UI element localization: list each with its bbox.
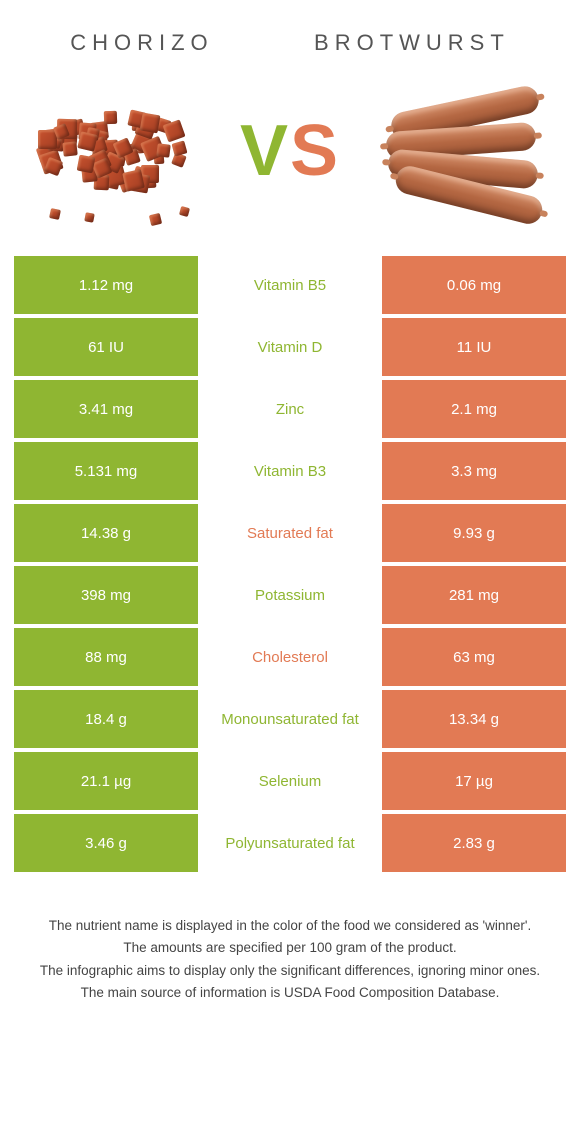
food2-title: BROTWURST bbox=[314, 30, 510, 56]
table-row: 1.12 mgVitamin B50.06 mg bbox=[14, 256, 566, 314]
food2-value: 13.34 g bbox=[382, 690, 566, 748]
nutrient-name: Vitamin B3 bbox=[198, 442, 382, 500]
food2-value: 17 µg bbox=[382, 752, 566, 810]
food1-value: 18.4 g bbox=[14, 690, 198, 748]
food2-value: 9.93 g bbox=[382, 504, 566, 562]
footer-line: The amounts are specified per 100 gram o… bbox=[30, 938, 550, 958]
food2-image bbox=[380, 81, 550, 221]
header: CHORIZO BROTWURST bbox=[0, 0, 580, 66]
food2-value: 3.3 mg bbox=[382, 442, 566, 500]
food1-value: 88 mg bbox=[14, 628, 198, 686]
table-row: 14.38 gSaturated fat9.93 g bbox=[14, 504, 566, 562]
table-row: 398 mgPotassium281 mg bbox=[14, 566, 566, 624]
nutrient-name: Vitamin B5 bbox=[198, 256, 382, 314]
footer-line: The main source of information is USDA F… bbox=[30, 983, 550, 1003]
sausage-illustration bbox=[380, 81, 550, 221]
food1-value: 21.1 µg bbox=[14, 752, 198, 810]
table-row: 21.1 µgSelenium17 µg bbox=[14, 752, 566, 810]
vs-label: VS bbox=[240, 110, 340, 192]
food2-value: 281 mg bbox=[382, 566, 566, 624]
food1-value: 1.12 mg bbox=[14, 256, 198, 314]
food2-value: 63 mg bbox=[382, 628, 566, 686]
table-row: 18.4 gMonounsaturated fat13.34 g bbox=[14, 690, 566, 748]
nutrient-name: Selenium bbox=[198, 752, 382, 810]
food1-value: 61 IU bbox=[14, 318, 198, 376]
food2-value: 0.06 mg bbox=[382, 256, 566, 314]
table-row: 3.46 gPolyunsaturated fat2.83 g bbox=[14, 814, 566, 872]
nutrient-name: Cholesterol bbox=[198, 628, 382, 686]
table-row: 61 IUVitamin D11 IU bbox=[14, 318, 566, 376]
table-row: 5.131 mgVitamin B33.3 mg bbox=[14, 442, 566, 500]
food1-value: 5.131 mg bbox=[14, 442, 198, 500]
footer-line: The nutrient name is displayed in the co… bbox=[30, 916, 550, 936]
nutrient-name: Potassium bbox=[198, 566, 382, 624]
chorizo-illustration bbox=[30, 81, 200, 221]
food1-value: 398 mg bbox=[14, 566, 198, 624]
table-row: 3.41 mgZinc2.1 mg bbox=[14, 380, 566, 438]
vs-v: V bbox=[240, 111, 290, 191]
nutrient-name: Monounsaturated fat bbox=[198, 690, 382, 748]
food1-title: CHORIZO bbox=[70, 30, 213, 56]
food1-value: 3.41 mg bbox=[14, 380, 198, 438]
footer-notes: The nutrient name is displayed in the co… bbox=[0, 876, 580, 1003]
food1-value: 3.46 g bbox=[14, 814, 198, 872]
food2-value: 2.1 mg bbox=[382, 380, 566, 438]
food2-value: 11 IU bbox=[382, 318, 566, 376]
vs-s: S bbox=[290, 111, 340, 191]
food1-image bbox=[30, 81, 200, 221]
table-row: 88 mgCholesterol63 mg bbox=[14, 628, 566, 686]
nutrient-name: Vitamin D bbox=[198, 318, 382, 376]
nutrient-name: Polyunsaturated fat bbox=[198, 814, 382, 872]
comparison-table: 1.12 mgVitamin B50.06 mg61 IUVitamin D11… bbox=[0, 256, 580, 872]
food1-value: 14.38 g bbox=[14, 504, 198, 562]
nutrient-name: Zinc bbox=[198, 380, 382, 438]
images-row: VS bbox=[0, 66, 580, 256]
nutrient-name: Saturated fat bbox=[198, 504, 382, 562]
footer-line: The infographic aims to display only the… bbox=[30, 961, 550, 981]
food2-value: 2.83 g bbox=[382, 814, 566, 872]
